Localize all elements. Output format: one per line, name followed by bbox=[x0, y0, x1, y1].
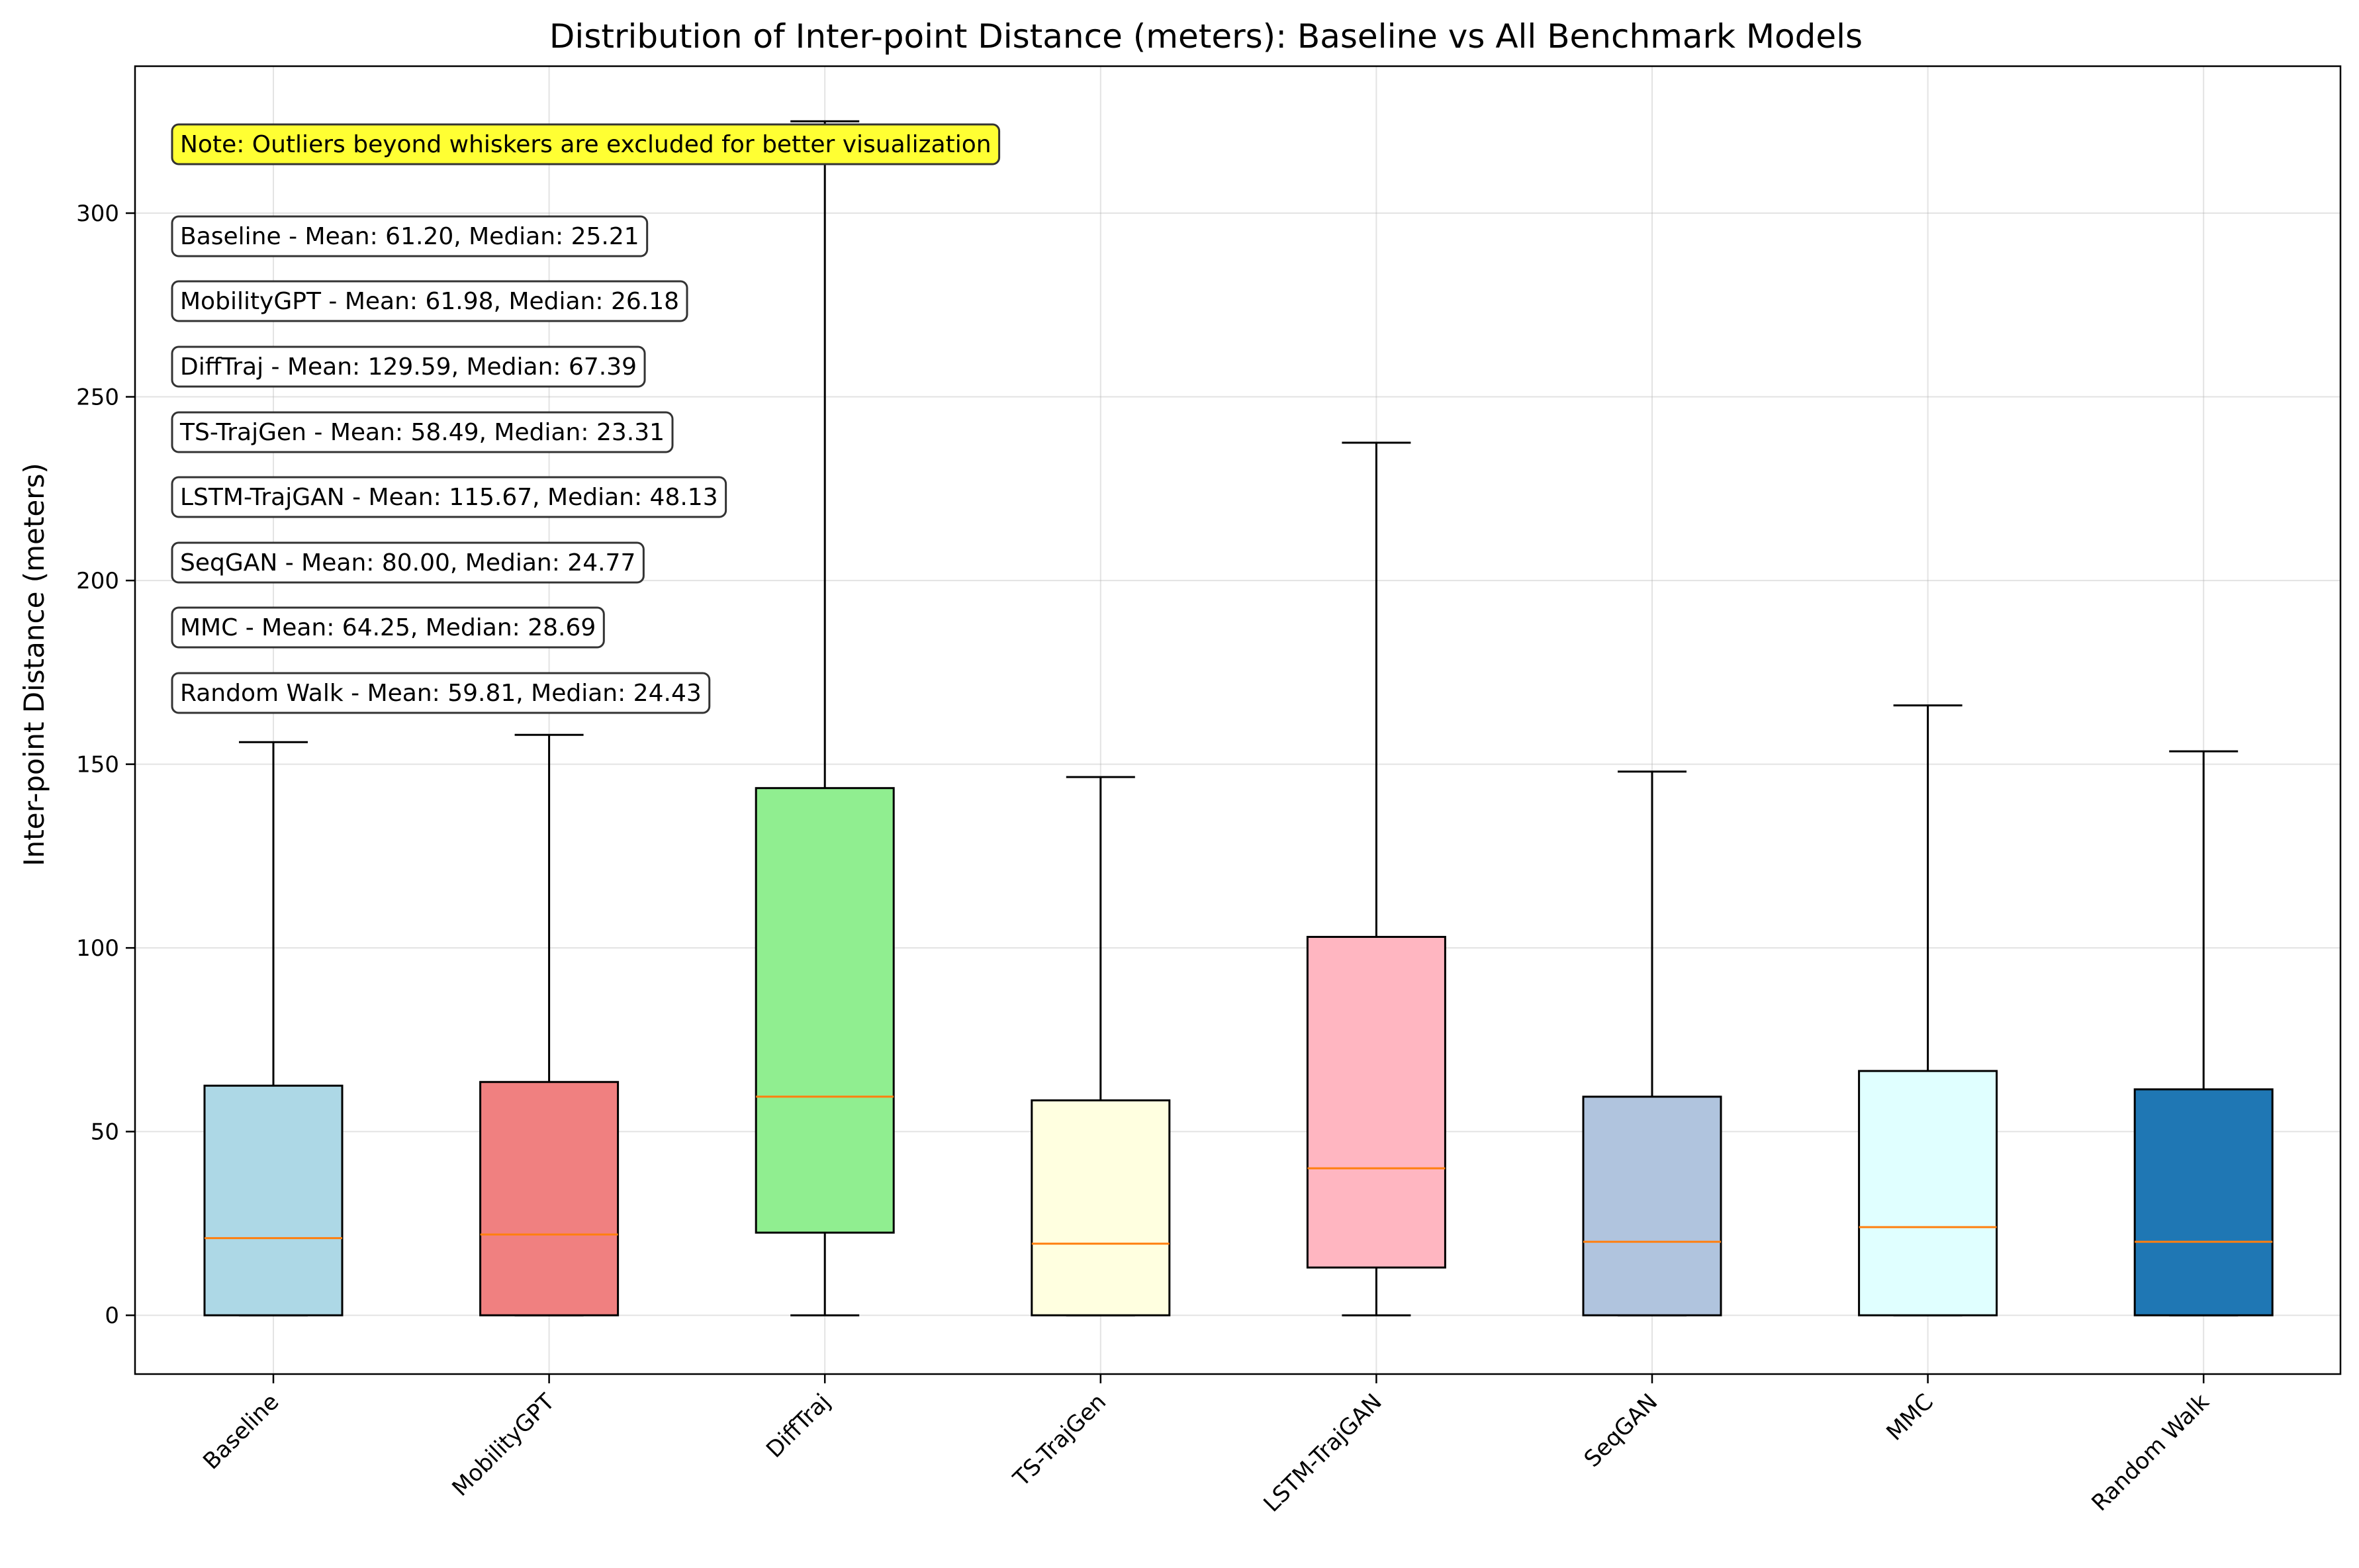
box-baseline bbox=[203, 741, 344, 1316]
stat-label-text: SeqGAN - Mean: 80.00, Median: 24.77 bbox=[180, 549, 635, 576]
y-tick-label: 150 bbox=[76, 752, 119, 778]
stat-label-box bbox=[171, 280, 688, 322]
stat-label-text: TS-TrajGen - Mean: 58.49, Median: 23.31 bbox=[179, 419, 665, 446]
box-difftraj bbox=[755, 120, 895, 1316]
plot-frame bbox=[134, 65, 2342, 1375]
stat-label-text: DiffTraj - Mean: 129.59, Median: 67.39 bbox=[180, 353, 637, 381]
annotations: Note: Outliers beyond whiskers are exclu… bbox=[171, 123, 1001, 714]
stat-label-text: Random Walk - Mean: 59.81, Median: 24.43 bbox=[180, 680, 702, 707]
stat-label-text: MobilityGPT - Mean: 61.98, Median: 26.18 bbox=[180, 288, 679, 315]
box-iqr bbox=[1306, 935, 1446, 1269]
stat-label-text: LSTM-TrajGAN - Mean: 115.67, Median: 48.… bbox=[180, 484, 718, 511]
box-mmc bbox=[1858, 704, 1998, 1316]
box-iqr bbox=[479, 1081, 620, 1316]
y-tick-label: 50 bbox=[91, 1119, 119, 1146]
boxes bbox=[203, 120, 2274, 1316]
stat-label-box bbox=[171, 541, 645, 584]
box-mobilitygpt bbox=[479, 733, 620, 1316]
stat-label: MobilityGPT - Mean: 61.98, Median: 26.18 bbox=[171, 280, 688, 322]
stat-label-box bbox=[171, 476, 727, 518]
note-label: Note: Outliers beyond whiskers are exclu… bbox=[171, 123, 1001, 165]
box-lstm-trajgan bbox=[1306, 441, 1446, 1316]
y-tick-label: 200 bbox=[76, 568, 119, 594]
stat-label-box bbox=[171, 215, 649, 257]
y-tick-label: 100 bbox=[76, 935, 119, 962]
stat-label-box bbox=[171, 672, 711, 714]
note-label-box bbox=[171, 123, 1001, 165]
stat-label-box bbox=[171, 411, 674, 453]
stat-label-box bbox=[171, 346, 646, 388]
stat-label-box bbox=[171, 606, 605, 649]
y-tick-label: 0 bbox=[105, 1303, 119, 1329]
stat-label-text: Baseline - Mean: 61.20, Median: 25.21 bbox=[180, 223, 639, 250]
chart-title: Distribution of Inter-point Distance (me… bbox=[549, 17, 1863, 56]
stat-label: MMC - Mean: 64.25, Median: 28.69 bbox=[171, 606, 605, 649]
stat-label-text: MMC - Mean: 64.25, Median: 28.69 bbox=[180, 614, 596, 641]
note-label-text: Note: Outliers beyond whiskers are exclu… bbox=[180, 131, 992, 158]
y-axis-label: Inter-point Distance (meters) bbox=[18, 463, 50, 866]
box-iqr bbox=[2133, 1088, 2274, 1316]
box-iqr bbox=[1031, 1099, 1171, 1316]
stat-label: TS-TrajGen - Mean: 58.49, Median: 23.31 bbox=[171, 411, 674, 453]
box-iqr bbox=[203, 1084, 344, 1316]
box-iqr bbox=[1858, 1070, 1998, 1316]
y-tick-label: 250 bbox=[76, 385, 119, 411]
stat-label: SeqGAN - Mean: 80.00, Median: 24.77 bbox=[171, 541, 645, 584]
box-seqgan bbox=[1582, 770, 1722, 1316]
box-iqr bbox=[1582, 1095, 1722, 1316]
stat-label: DiffTraj - Mean: 129.59, Median: 67.39 bbox=[171, 346, 646, 388]
stat-label: Baseline - Mean: 61.20, Median: 25.21 bbox=[171, 215, 649, 257]
box-random-walk bbox=[2133, 750, 2274, 1316]
box-iqr bbox=[755, 787, 895, 1234]
stat-label: LSTM-TrajGAN - Mean: 115.67, Median: 48.… bbox=[171, 476, 727, 518]
stat-label: Random Walk - Mean: 59.81, Median: 24.43 bbox=[171, 672, 711, 714]
box-ts-trajgen bbox=[1031, 776, 1171, 1316]
y-tick-label: 300 bbox=[76, 201, 119, 227]
